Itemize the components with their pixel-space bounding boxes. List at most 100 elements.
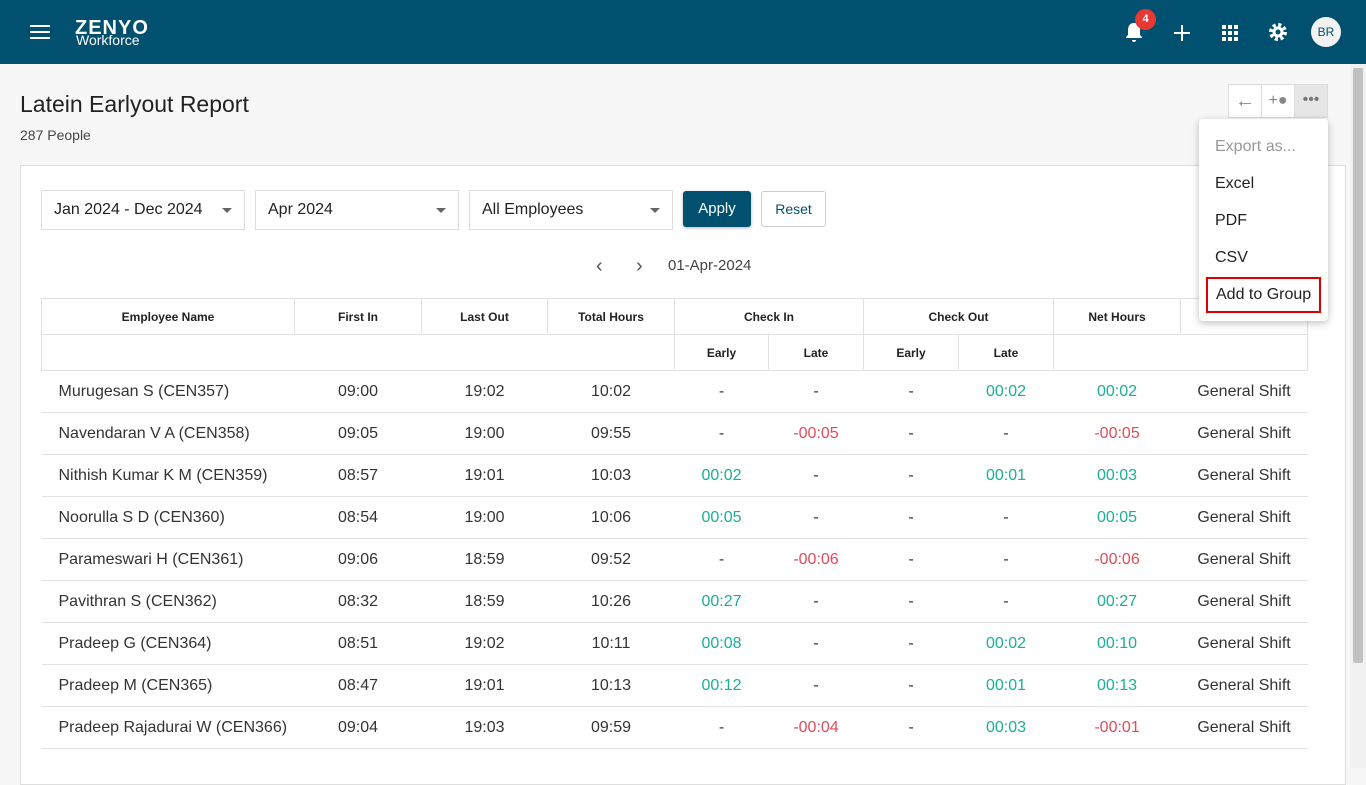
cell: 10:11 bbox=[547, 622, 675, 665]
cell: - bbox=[958, 412, 1054, 455]
column-header: First In bbox=[294, 298, 422, 335]
cell: 00:01 bbox=[958, 454, 1054, 497]
cell: 10:03 bbox=[547, 454, 675, 497]
cell: General Shift bbox=[1180, 538, 1308, 581]
cell: - bbox=[674, 370, 769, 413]
table-row: Noorulla S D (CEN360) 08:54 19:00 10:06 00:0… bbox=[41, 496, 1308, 539]
cell: - bbox=[768, 370, 864, 413]
cell: 19:00 bbox=[421, 412, 548, 455]
sub-header: Late bbox=[958, 334, 1055, 371]
employee-name: Nithish Kumar K M (CEN359) bbox=[41, 454, 295, 497]
export-menu: Export as... Excel PDF CSV Add to Group bbox=[1199, 119, 1328, 321]
add-button[interactable] bbox=[1174, 25, 1190, 41]
cell: 00:05 bbox=[1053, 496, 1181, 539]
cell: -00:01 bbox=[1053, 706, 1181, 749]
column-header: Net Hours bbox=[1053, 298, 1182, 335]
settings-button[interactable] bbox=[1268, 22, 1288, 42]
cell: 08:32 bbox=[294, 580, 422, 623]
menu-item[interactable]: PDF bbox=[1215, 212, 1247, 229]
employee-name: Parameswari H (CEN361) bbox=[41, 538, 295, 581]
period-select[interactable]: Jan 2024 - Dec 2024 bbox=[41, 190, 245, 230]
cell: General Shift bbox=[1180, 454, 1308, 497]
toolbar: ← +● ••• bbox=[1228, 84, 1328, 118]
cell: 19:00 bbox=[421, 496, 548, 539]
cell: 00:27 bbox=[674, 580, 769, 623]
cell: 19:02 bbox=[421, 370, 548, 413]
cell: 08:51 bbox=[294, 622, 422, 665]
logo[interactable]: ZENYO bbox=[75, 17, 149, 39]
cell: - bbox=[768, 664, 864, 707]
scrollbar[interactable] bbox=[1350, 64, 1366, 768]
cell: - bbox=[863, 580, 959, 623]
cell: 09:55 bbox=[547, 412, 675, 455]
page-title: Latein Earlyout Report bbox=[20, 91, 249, 117]
notification-badge: 4 bbox=[1135, 9, 1156, 30]
cell: -00:05 bbox=[768, 412, 864, 455]
cell: 10:26 bbox=[547, 580, 675, 623]
cell: 10:06 bbox=[547, 496, 675, 539]
cell: 00:08 bbox=[674, 622, 769, 665]
column-header: Last Out bbox=[421, 298, 548, 335]
back-button[interactable]: ← bbox=[1229, 85, 1262, 117]
cell: - bbox=[863, 412, 959, 455]
cell: 00:13 bbox=[1053, 664, 1181, 707]
cell: 08:54 bbox=[294, 496, 422, 539]
cell: 09:06 bbox=[294, 538, 422, 581]
table-row: Pradeep M (CEN365) 08:47 19:01 10:13 00:12- -… bbox=[41, 664, 1308, 707]
cell: 19:01 bbox=[421, 454, 548, 497]
employee-select[interactable]: All Employees bbox=[469, 190, 673, 230]
next-date[interactable]: › bbox=[636, 255, 643, 277]
table-row: Nithish Kumar K M (CEN359) 08:57 19:01 10:0… bbox=[41, 454, 1308, 497]
menu-button[interactable] bbox=[30, 24, 50, 40]
cell: 00:27 bbox=[1053, 580, 1181, 623]
menu-heading: Export as... bbox=[1215, 138, 1296, 155]
blank-header bbox=[1053, 334, 1309, 371]
cell: 00:02 bbox=[1053, 370, 1181, 413]
menu-item[interactable]: Excel bbox=[1215, 175, 1255, 192]
cell: - bbox=[863, 496, 959, 539]
employee-name: Pradeep M (CEN365) bbox=[41, 664, 295, 707]
cell: - bbox=[863, 706, 959, 749]
cell: 19:03 bbox=[421, 706, 548, 749]
menu-item[interactable]: CSV bbox=[1215, 249, 1248, 266]
cell: 10:02 bbox=[547, 370, 675, 413]
cell: 10:13 bbox=[547, 664, 675, 707]
cell: - bbox=[958, 496, 1054, 539]
cell: 00:05 bbox=[674, 496, 769, 539]
cell: 00:01 bbox=[958, 664, 1054, 707]
apply-button[interactable]: Apply bbox=[683, 191, 751, 227]
employee-name: Navendaran V A (CEN358) bbox=[41, 412, 295, 455]
employee-name: Pradeep G (CEN364) bbox=[41, 622, 295, 665]
group-button[interactable]: +● bbox=[1262, 85, 1295, 117]
blank-header bbox=[41, 334, 675, 371]
employee-name: Noorulla S D (CEN360) bbox=[41, 496, 295, 539]
top-bar: ZENYO Workforce 4 BR bbox=[0, 0, 1366, 64]
cell: - bbox=[768, 454, 864, 497]
menu-item[interactable]: Add to Group bbox=[1206, 277, 1322, 313]
cell: - bbox=[958, 538, 1054, 581]
more-button[interactable]: ••• bbox=[1295, 85, 1327, 117]
prev-date[interactable]: ‹ bbox=[596, 255, 603, 277]
column-header: Check Out bbox=[863, 298, 1055, 335]
cell: General Shift bbox=[1180, 622, 1308, 665]
cell: - bbox=[863, 538, 959, 581]
cell: General Shift bbox=[1180, 412, 1308, 455]
cell: General Shift bbox=[1180, 664, 1308, 707]
table-row: Murugesan S (CEN357) 09:00 19:02 10:02- - -00… bbox=[41, 370, 1308, 413]
apps-button[interactable] bbox=[1222, 25, 1238, 41]
current-date: 01-Apr-2024 bbox=[668, 257, 752, 274]
cell: - bbox=[768, 622, 864, 665]
cell: 00:10 bbox=[1053, 622, 1181, 665]
avatar[interactable]: BR bbox=[1311, 17, 1341, 47]
column-header: Total Hours bbox=[547, 298, 675, 335]
cell: 09:00 bbox=[294, 370, 422, 413]
cell: 00:02 bbox=[674, 454, 769, 497]
notifications-button[interactable] bbox=[1124, 21, 1144, 43]
reset-button[interactable]: Reset bbox=[761, 191, 826, 227]
table-row: Pavithran S (CEN362) 08:32 18:59 10:26 00:27… bbox=[41, 580, 1308, 623]
report-table: Employee Name First In Last Out Total Hours… bbox=[41, 298, 1309, 749]
cell: General Shift bbox=[1180, 580, 1308, 623]
month-select[interactable]: Apr 2024 bbox=[255, 190, 459, 230]
cell: 09:05 bbox=[294, 412, 422, 455]
